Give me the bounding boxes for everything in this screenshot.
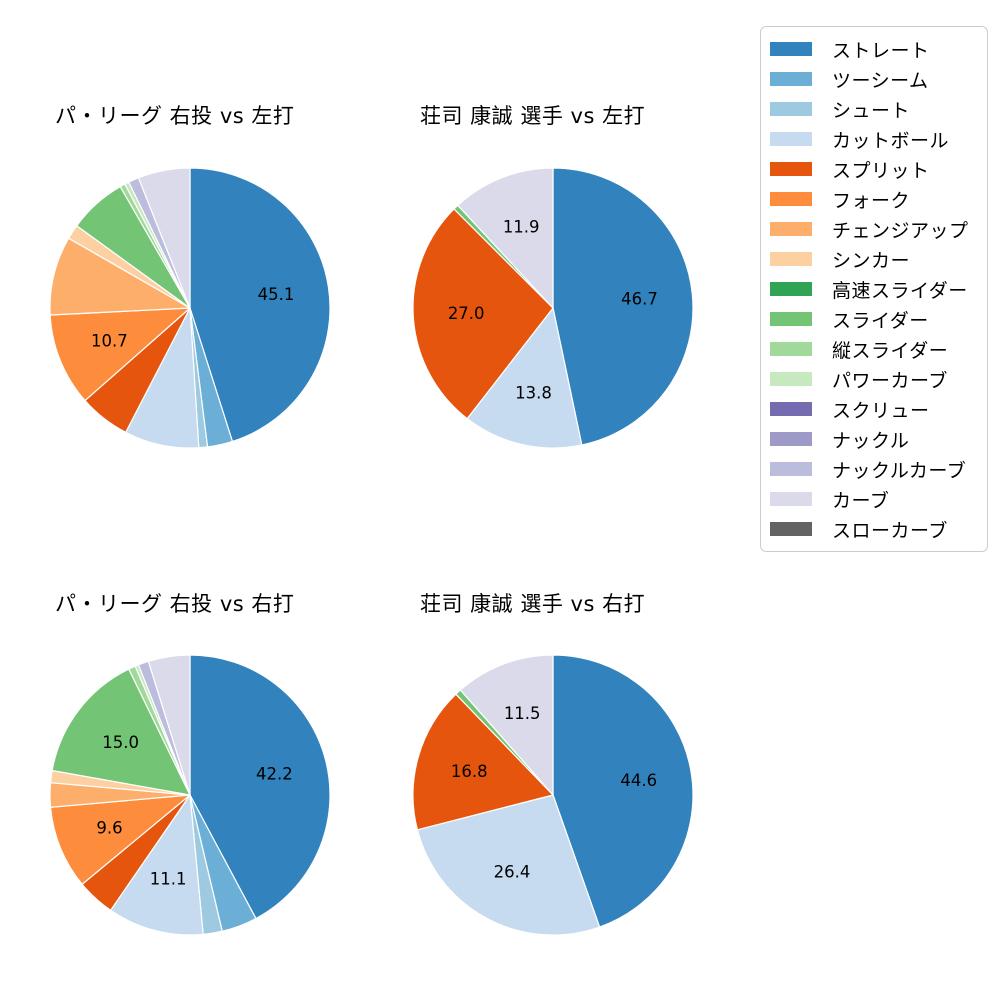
legend-item: カーブ [770,484,977,514]
pie-slice-ストレート [189,654,331,920]
pie-slice-ストレート [552,167,694,446]
pie-slice-フォーク [49,307,191,402]
pie-chart-pa-league-vs-left: 45.1 10.7 [49,167,331,449]
pie-slice-スライダー [51,668,191,796]
pie-value-label: 11.9 [503,218,540,237]
pie-value-label: 45.1 [258,285,295,304]
legend-color-swatch-icon [770,222,812,236]
pie-value-label: 16.8 [451,762,488,781]
legend-item: スプリット [770,154,977,184]
pie-value-label: 26.4 [494,862,531,881]
pie-slice-スプリット [412,693,554,831]
pie-slice-カーブ [457,167,554,309]
legend-item: ストレート [770,34,977,64]
legend-item-label: ツーシーム [832,69,929,92]
legend-item-label: 縦スライダー [832,339,949,362]
chart-title-shoji-vs-right: 荘司 康誠 選手 vs 右打 [420,592,646,616]
pie-chart-pa-league-vs-right: 42.2 11.1 9.6 15.0 [49,654,331,936]
legend-item-label: シュート [832,99,911,122]
pie-value-label: 44.6 [620,771,657,790]
legend-color-swatch-icon [770,42,812,56]
legend-color-swatch-icon [770,402,812,416]
legend-item: ナックル [770,424,977,454]
legend-item-label: チェンジアップ [832,219,969,242]
legend-item-label: スライダー [832,309,929,332]
legend-color-swatch-icon [770,72,812,86]
pie-slice-スプリット [412,208,554,420]
pie-value-label: 42.2 [256,764,293,783]
legend-color-swatch-icon [770,132,812,146]
pie-slice-カットボール [109,794,204,936]
legend-item: 高速スライダー [770,274,977,304]
pie-value-label: 27.0 [448,304,485,323]
chart-title-pa-league-vs-left: パ・リーグ 右投 vs 左打 [55,104,295,128]
legend-color-swatch-icon [770,312,812,326]
pie-slice-カーブ [459,654,554,796]
pie-slice-カーブ [147,654,191,796]
legend-item-label: パワーカーブ [832,369,948,392]
legend-item: フォーク [770,184,977,214]
legend-item: ツーシーム [770,64,977,94]
pie-value-label: 46.7 [621,290,658,309]
legend-item-label: シンカー [832,249,911,272]
legend-item-label: ストレート [832,39,930,62]
legend-item-label: 高速スライダー [832,279,968,302]
pie-value-label: 13.8 [515,383,552,402]
legend-item: 縦スライダー [770,334,977,364]
legend-box: ストレートツーシームシュートカットボール スプリットフォークチェンジアップ シンカー… [760,26,988,552]
legend-color-swatch-icon [770,492,812,506]
legend-color-swatch-icon [770,432,812,446]
legend-item-label: フォーク [832,189,911,212]
pie-slice-ストレート [552,654,694,928]
legend-color-swatch-icon [770,102,812,116]
pie-value-label: 11.5 [504,704,541,723]
legend-color-swatch-icon [770,282,812,296]
legend-color-swatch-icon [770,522,812,536]
pie-slice-カーブ [137,167,191,309]
legend-item-label: スクリュー [832,399,930,422]
chart-title-pa-league-vs-right: パ・リーグ 右投 vs 右打 [55,592,295,616]
pie-value-label: 10.7 [91,331,128,350]
chart-title-shoji-vs-left: 荘司 康誠 選手 vs 左打 [420,104,646,128]
legend-item: パワーカーブ [770,364,977,394]
legend-item-label: スプリット [832,159,930,182]
pie-slice-ストレート [189,167,331,443]
legend-item: ナックルカーブ [770,454,977,484]
legend-item: カットボール [770,124,977,154]
legend-item-label: ナックル [832,429,910,452]
legend-color-swatch-icon [770,162,812,176]
legend-item: スライダー [770,304,977,334]
legend-color-swatch-icon [770,372,812,386]
pie-slice-チェンジアップ [49,237,191,316]
legend-item: シュート [770,94,977,124]
pie-value-label: 15.0 [102,733,139,752]
legend-item-label: カットボール [832,129,950,152]
pie-chart-shoji-vs-right: 44.6 26.4 16.8 11.5 [412,654,694,936]
legend-color-swatch-icon [770,342,812,356]
pie-slice-フォーク [49,794,191,885]
legend-item: シンカー [770,244,977,274]
legend-color-swatch-icon [770,252,812,266]
pie-value-label: 9.6 [96,819,122,838]
pie-slice-カットボール [416,794,601,936]
legend-color-swatch-icon [770,192,812,206]
pie-value-label: 11.1 [150,870,187,889]
pie-chart-shoji-vs-left: 46.7 13.8 27.0 11.9 [412,167,694,449]
legend-item: スローカーブ [770,514,977,544]
legend-item-label: カーブ [832,489,890,512]
legend-item-label: ナックルカーブ [832,459,967,482]
legend-item: スクリュー [770,394,977,424]
legend-color-swatch-icon [770,462,812,476]
legend-item: チェンジアップ [770,214,977,244]
pie-slice-カットボール [466,307,583,449]
legend-item-label: スローカーブ [832,519,948,542]
